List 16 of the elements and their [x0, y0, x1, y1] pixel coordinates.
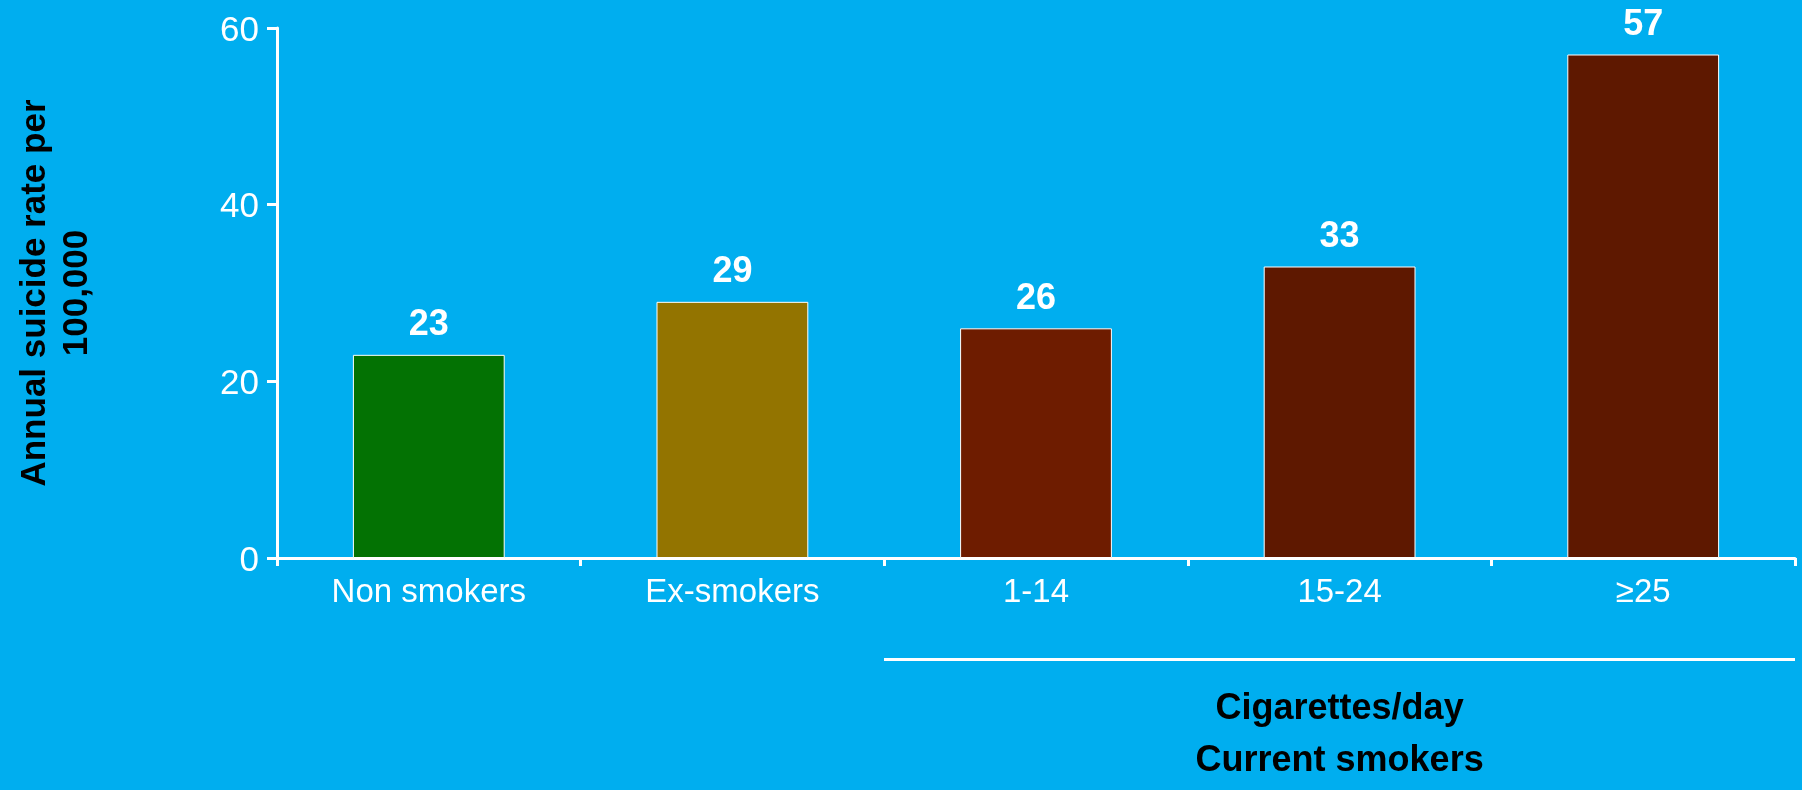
x-tick-label: 15-24 — [1297, 572, 1382, 609]
y-tick-label: 40 — [220, 185, 259, 225]
y-tick-label: 60 — [220, 8, 259, 48]
x-tick-label: ≥25 — [1615, 572, 1671, 609]
x-tick-label: Non smokers — [331, 572, 526, 609]
data-label: 57 — [1623, 2, 1664, 43]
data-label: 33 — [1319, 214, 1360, 255]
x-axis-title: Cigarettes/day Current smokers — [1195, 685, 1484, 779]
data-label: 29 — [712, 249, 753, 291]
data-label: 23 — [408, 302, 449, 344]
y-tick-label: 0 — [239, 538, 259, 578]
y-axis-title: Annual suicide rate per 100,000 — [12, 99, 94, 487]
y-tick-label: 20 — [220, 361, 259, 401]
x-tick-label: Ex-smokers — [645, 572, 820, 609]
x-tick-label: 1-14 — [1002, 572, 1070, 609]
data-label: 26 — [1015, 275, 1057, 317]
